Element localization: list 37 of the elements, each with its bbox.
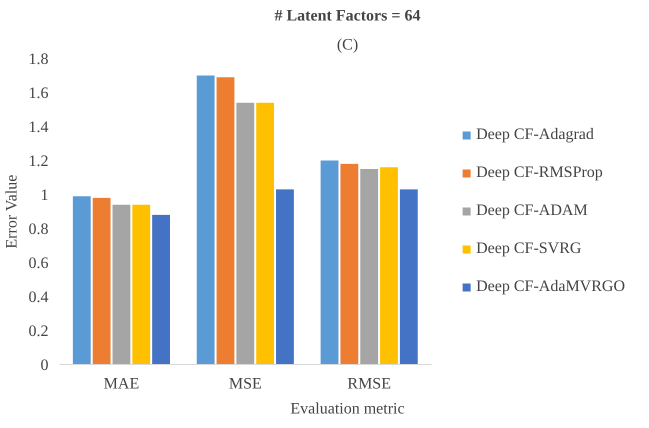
bar <box>92 198 111 364</box>
y-tick-label: 0.6 <box>28 255 48 272</box>
y-tick-label: 0.4 <box>28 289 48 306</box>
x-tick-label: MSE <box>228 376 262 392</box>
legend-label: Deep CF-Adagrad <box>476 126 594 144</box>
y-tick-label: 1 <box>40 187 48 204</box>
bar <box>360 169 378 364</box>
bar <box>400 189 418 364</box>
bar <box>132 204 150 364</box>
bar <box>320 160 338 364</box>
legend-label: Deep CF-AdaMVRGO <box>476 278 625 296</box>
y-tick-label: 1.6 <box>28 85 48 102</box>
bar <box>196 76 215 364</box>
bar <box>152 214 170 364</box>
x-axis-title: Evaluation metric <box>290 400 405 418</box>
bar <box>340 164 358 364</box>
y-tick-label: 1.4 <box>28 119 48 136</box>
y-axis-title: Error Value <box>4 174 20 249</box>
bar <box>72 196 91 364</box>
x-tick-label: MAE <box>104 376 140 392</box>
bar <box>256 102 274 364</box>
y-tick-label: 0 <box>40 357 48 374</box>
legend-label: Deep CF-SVRG <box>476 240 582 258</box>
bar <box>236 102 254 364</box>
y-tick-label: 1.8 <box>28 51 48 68</box>
bar <box>112 204 130 364</box>
legend-label: Deep CF-ADAM <box>476 202 588 220</box>
x-tick-label: RMSE <box>347 376 391 392</box>
bar <box>216 77 234 364</box>
bar <box>276 189 294 364</box>
legend-label: Deep CF-RMSProp <box>476 164 603 182</box>
chart-title: # Latent Factors = 64 <box>274 8 420 24</box>
text: (C) <box>336 36 358 54</box>
y-tick-label: 0.8 <box>28 221 48 238</box>
bar <box>380 167 398 364</box>
y-tick-label: 0.2 <box>28 323 48 340</box>
y-tick-label: 1.2 <box>28 153 48 170</box>
